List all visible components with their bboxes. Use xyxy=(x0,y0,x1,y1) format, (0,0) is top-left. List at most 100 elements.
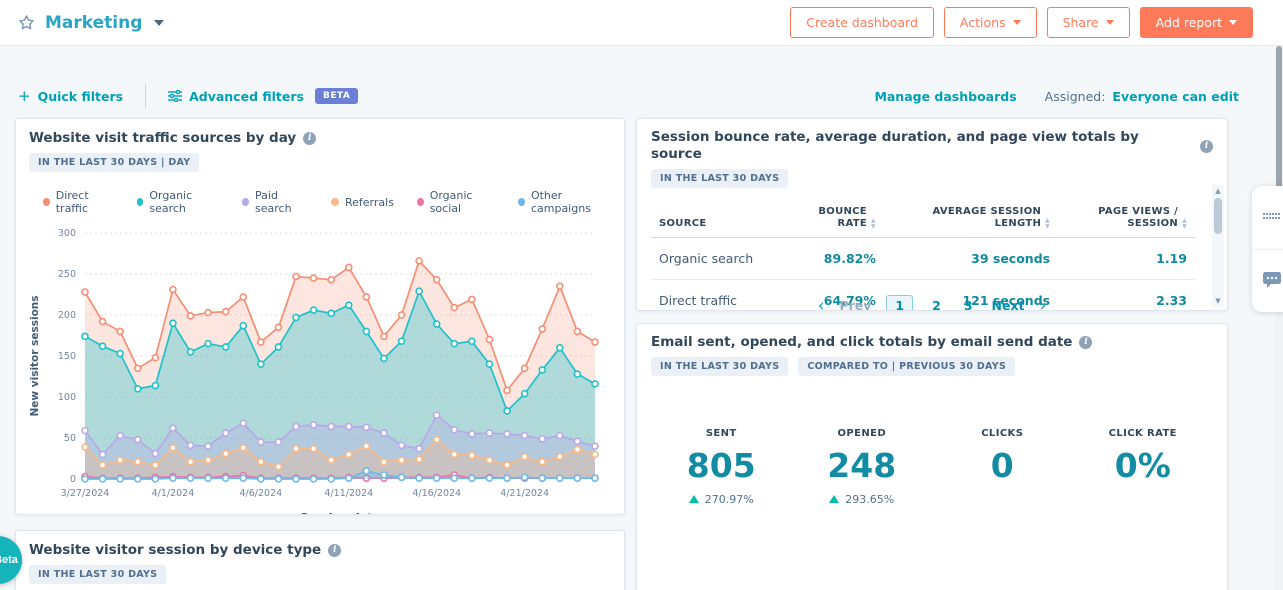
legend-item-paid-search[interactable]: Paid search xyxy=(242,189,308,215)
chart-legend: Direct traffic Organic search Paid search R… xyxy=(43,189,611,215)
date-range-badge: IN THE LAST 30 DAYS xyxy=(651,169,788,188)
manage-dashboards-link[interactable]: Manage dashboards xyxy=(874,89,1016,104)
info-icon[interactable]: i xyxy=(303,132,316,145)
column-label: SOURCE xyxy=(659,218,729,230)
advanced-filters-button[interactable]: Advanced filters BETA xyxy=(168,88,358,104)
filter-bar: + Quick filters Advanced filters BETA Ma… xyxy=(0,82,1257,110)
column-label: BOUNCE RATE xyxy=(815,206,867,230)
share-button[interactable]: Share xyxy=(1047,7,1130,38)
svg-text:4/1/2024: 4/1/2024 xyxy=(152,488,195,499)
delta-value: 270.97% xyxy=(705,493,754,506)
legend-label: Organic search xyxy=(149,189,219,215)
legend-dot xyxy=(331,198,339,206)
create-dashboard-button[interactable]: Create dashboard xyxy=(790,7,934,38)
page-button-3[interactable]: 3 xyxy=(960,296,977,311)
metric-delta: 293.65% xyxy=(792,493,933,505)
metric-value: 0 xyxy=(932,446,1073,485)
page-button-1[interactable]: 1 xyxy=(886,295,913,311)
comments-icon[interactable] xyxy=(1252,249,1283,313)
legend-dot xyxy=(43,198,50,206)
column-header-page-views-session[interactable]: PAGE VIEWS / SESSION ▲▼ xyxy=(1058,202,1195,238)
metric-value: 0% xyxy=(1073,446,1214,485)
quick-filters-button[interactable]: + Quick filters xyxy=(18,89,123,104)
info-icon[interactable]: i xyxy=(1200,140,1213,153)
floating-tools-panel xyxy=(1252,186,1283,312)
svg-text:100: 100 xyxy=(58,392,76,403)
chevron-down-icon xyxy=(1013,20,1021,25)
actions-button[interactable]: Actions xyxy=(944,7,1037,38)
beta-badge: BETA xyxy=(315,88,358,104)
email-metrics: SENT805270.97%OPENED248293.65%CLICKS0CLI… xyxy=(651,428,1213,505)
legend-dot xyxy=(417,198,424,206)
assigned-label: Assigned: xyxy=(1045,89,1106,104)
metric-label: CLICKS xyxy=(932,428,1073,439)
button-label: Add report xyxy=(1156,15,1222,30)
add-report-button[interactable]: Add report xyxy=(1140,7,1253,38)
traffic-sources-card: Website visit traffic sources by day i I… xyxy=(15,118,625,515)
chevron-down-icon xyxy=(1106,20,1114,25)
legend-dot xyxy=(137,198,144,206)
grid-dots-icon[interactable] xyxy=(1252,186,1283,249)
legend-item-organic-search[interactable]: Organic search xyxy=(137,189,220,215)
email-totals-card: Email sent, opened, and click totals by … xyxy=(636,323,1228,590)
svg-text:300: 300 xyxy=(58,228,76,239)
legend-item-referrals[interactable]: Referrals xyxy=(331,189,394,215)
column-header-bounce-rate[interactable]: BOUNCE RATE ▲▼ xyxy=(788,202,884,238)
next-chevron-icon[interactable]: › xyxy=(1040,299,1047,312)
dashboard-title[interactable]: Marketing xyxy=(45,13,142,33)
sort-arrows-icon[interactable]: ▲▼ xyxy=(1045,218,1050,230)
arrow-up-icon xyxy=(689,495,699,503)
card-title: Session bounce rate, average duration, a… xyxy=(651,129,1193,163)
legend-item-direct-traffic[interactable]: Direct traffic xyxy=(43,189,114,215)
chevron-down-icon[interactable] xyxy=(154,20,164,26)
legend-label: Organic social xyxy=(430,189,496,215)
metric-delta xyxy=(932,493,1073,505)
scrollbar-thumb[interactable] xyxy=(1214,198,1222,234)
metric-clicks: CLICKS 0 xyxy=(932,428,1073,505)
info-icon[interactable]: i xyxy=(1079,336,1092,349)
page-button-2[interactable]: 2 xyxy=(928,296,945,311)
assigned-value-link[interactable]: Everyone can edit xyxy=(1112,89,1239,104)
svg-text:250: 250 xyxy=(58,269,76,280)
svg-text:New visitor sessions: New visitor sessions xyxy=(29,295,41,416)
scroll-up-icon[interactable]: ▲ xyxy=(1215,187,1220,195)
svg-text:150: 150 xyxy=(58,351,76,362)
sliders-icon xyxy=(168,90,182,102)
metric-label: OPENED xyxy=(792,428,933,439)
svg-text:4/21/2024: 4/21/2024 xyxy=(500,488,549,499)
column-label: PAGE VIEWS / SESSION xyxy=(1093,206,1178,230)
sort-arrows-icon[interactable]: ▲▼ xyxy=(871,218,876,230)
favorite-star-icon[interactable] xyxy=(18,14,35,31)
column-header-average-session-length[interactable]: AVERAGE SESSION LENGTH ▲▼ xyxy=(884,202,1058,238)
svg-text:Session date: Session date xyxy=(300,511,379,515)
metric-delta xyxy=(1073,493,1214,505)
svg-text:4/11/2024: 4/11/2024 xyxy=(324,488,373,499)
source-cell: Organic search xyxy=(651,238,788,280)
metric-delta: 270.97% xyxy=(651,493,792,505)
traffic-area-chart[interactable]: 0501001502002503003/27/20244/1/20244/6/2… xyxy=(27,219,611,515)
prev-button[interactable]: Prev xyxy=(839,298,871,311)
chevron-down-icon xyxy=(1229,20,1237,25)
table-scrollbar[interactable]: ▲ ▼ xyxy=(1212,185,1224,307)
legend-dot xyxy=(242,198,249,206)
info-icon[interactable]: i xyxy=(328,544,341,557)
window-scrollbar[interactable] xyxy=(1275,46,1283,590)
next-button[interactable]: Next xyxy=(992,298,1025,311)
prev-chevron-icon[interactable]: ‹ xyxy=(818,299,825,312)
column-header-source[interactable]: SOURCE xyxy=(651,202,788,238)
comparison-badge: COMPARED TO | PREVIOUS 30 DAYS xyxy=(798,357,1015,376)
legend-item-organic-social[interactable]: Organic social xyxy=(417,189,495,215)
bounce-rate-card: Session bounce rate, average duration, a… xyxy=(636,118,1228,311)
legend-label: Referrals xyxy=(345,196,394,209)
svg-text:4/6/2024: 4/6/2024 xyxy=(240,488,283,499)
top-bar: Marketing Create dashboard Actions Share Ad… xyxy=(0,0,1283,46)
legend-label: Other campaigns xyxy=(531,189,611,215)
svg-text:3/27/2024: 3/27/2024 xyxy=(61,488,110,499)
svg-text:50: 50 xyxy=(64,433,76,444)
arrow-up-icon xyxy=(829,495,839,503)
metric-cell: 39 seconds xyxy=(884,238,1058,280)
legend-item-other-campaigns[interactable]: Other campaigns xyxy=(518,189,611,215)
sort-arrows-icon[interactable]: ▲▼ xyxy=(1182,218,1187,230)
table-row: Organic search89.82%39 seconds1.19 xyxy=(651,238,1195,280)
column-label: AVERAGE SESSION LENGTH xyxy=(926,206,1041,230)
